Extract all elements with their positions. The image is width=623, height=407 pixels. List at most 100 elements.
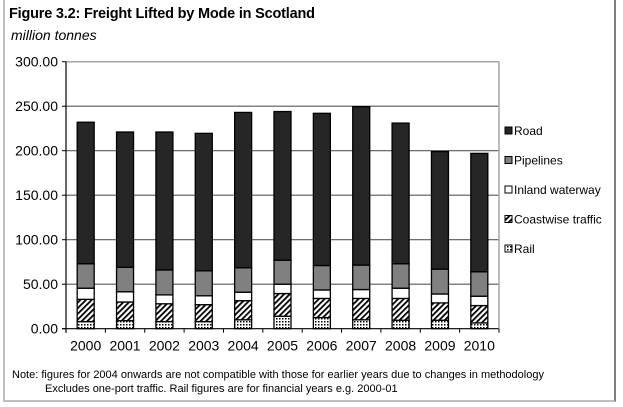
bar-segment-rail (273, 315, 292, 330)
bar-stack-2009 (430, 150, 450, 330)
legend: Road Pipelines Inland waterway Coastwise tr… (504, 124, 602, 256)
bar-segment-coastwise-traffic (155, 303, 174, 323)
chart-frame (3, 0, 616, 402)
y-tick-label: 150.00 (15, 187, 58, 203)
bar-segment-inland-waterway (312, 289, 332, 300)
bar-segment-rail (194, 320, 213, 330)
bar-stack-2008 (391, 122, 410, 330)
x-tick-label: 2008 (385, 338, 416, 354)
bar-segment-coastwise-traffic (273, 292, 292, 317)
y-tick-label: 50.00 (23, 276, 58, 292)
bar-segment-road (155, 131, 174, 271)
bar-segment-road (76, 121, 95, 265)
x-tick-label: 2001 (109, 338, 140, 354)
y-tick-label: 200.00 (15, 143, 58, 159)
bar-segment-rail (115, 320, 135, 330)
x-tick-label: 2003 (188, 338, 219, 354)
axes (62, 61, 500, 333)
bar-segment-road (312, 112, 332, 267)
bar-stack-2002 (155, 131, 174, 330)
bar-segment-pipelines (155, 269, 174, 296)
bar-stack-2000 (76, 121, 95, 330)
bar-segment-rail (470, 322, 489, 330)
bar-segment-coastwise-traffic (76, 298, 95, 323)
note-line-1: Note: figures for 2004 onwards are not c… (12, 369, 544, 381)
y-tick-label: 0.00 (31, 321, 58, 337)
bar-segment-pipelines (194, 270, 213, 297)
bar-segment-road (194, 132, 213, 272)
x-tick-label: 2010 (464, 338, 495, 354)
y-tick-label: 100.00 (15, 232, 58, 248)
legend-swatch (504, 215, 513, 223)
legend-item-pipelines: Pipelines (504, 154, 563, 168)
legend-item-rail: Rail (504, 242, 535, 256)
bar-segment-pipelines (470, 271, 489, 297)
bar-segment-pipelines (352, 264, 371, 291)
gridlines (66, 60, 499, 285)
y-tick-label: 300.00 (15, 54, 58, 70)
bar-segment-pipelines (312, 264, 332, 291)
bar-stack-2010 (470, 152, 489, 330)
bar-segment-rail (352, 319, 371, 330)
bar-segment-pipelines (115, 266, 135, 293)
bar-segment-inland-waterway (115, 291, 135, 303)
bar-segment-inland-waterway (470, 295, 489, 307)
bar-segment-rail (233, 319, 253, 330)
bar-segment-pipelines (76, 263, 95, 289)
legend-item-road: Road (504, 124, 543, 138)
legend-item-inland-waterway: Inland waterway (504, 183, 601, 197)
x-tick-label: 2005 (267, 338, 298, 354)
y-tick-label: 250.00 (15, 98, 58, 114)
legend-label: Pipelines (514, 154, 563, 168)
x-tick-label: 2004 (228, 338, 259, 354)
legend-swatch (504, 156, 513, 164)
bar-segment-rail (312, 316, 332, 330)
x-tick-label: 2009 (424, 338, 455, 354)
bar-segment-inland-waterway (194, 295, 213, 306)
bar-segment-road (233, 111, 253, 269)
bar-segment-coastwise-traffic (391, 297, 410, 321)
bar-segment-road (115, 131, 135, 268)
bar-stack-2005 (273, 110, 292, 330)
bar-stack-2004 (233, 111, 253, 330)
y-axis-ticks: 0.00 50.00 100.00 150.00 200.00 250.00 300.00 (15, 54, 66, 337)
legend-label: Coastwise traffic (514, 213, 602, 227)
x-axis-ticks: 2000 2001 2002 2003 2004 2005 2006 2007 2008 2009… (65, 328, 500, 354)
legend-item-coastwise-traffic: Coastwise traffic (504, 213, 602, 227)
bar-segment-pipelines (273, 259, 292, 285)
bar-segment-rail (430, 319, 450, 330)
bar-segment-road (470, 152, 489, 273)
bar-segment-pipelines (391, 263, 410, 289)
bar-segment-inland-waterway (352, 288, 371, 300)
legend-label: Inland waterway (514, 183, 601, 197)
legend-label: Road (514, 124, 543, 138)
bar-stack-2007 (352, 105, 371, 330)
bar-stack-2001 (115, 131, 135, 330)
bar-segment-coastwise-traffic (470, 304, 489, 324)
bars (76, 105, 489, 330)
bar-segment-coastwise-traffic (233, 300, 253, 321)
bar-stack-2006 (312, 112, 332, 330)
bar-segment-road (273, 110, 292, 261)
chart-subtitle: million tonnes (11, 27, 97, 43)
legend-swatch (504, 126, 513, 135)
bar-segment-coastwise-traffic (115, 301, 135, 322)
x-tick-label: 2000 (70, 338, 101, 354)
x-tick-label: 2007 (346, 338, 377, 354)
legend-swatch (504, 185, 513, 194)
bar-segment-inland-waterway (430, 293, 450, 304)
bar-segment-road (391, 122, 410, 265)
bar-segment-rail (155, 320, 174, 330)
bar-segment-rail (76, 320, 95, 330)
bar-segment-coastwise-traffic (352, 297, 371, 321)
bar-segment-inland-waterway (233, 291, 253, 302)
bar-stack-2003 (194, 132, 213, 330)
note-line-2: Excludes one-port traffic. Rail figures … (45, 383, 398, 395)
bar-segment-inland-waterway (273, 283, 292, 295)
legend-label: Rail (514, 242, 535, 256)
bar-segment-coastwise-traffic (194, 304, 213, 323)
x-tick-label: 2006 (306, 338, 337, 354)
chart-title: Figure 3.2: Freight Lifted by Mode in Sc… (9, 6, 315, 22)
bar-segment-coastwise-traffic (312, 297, 332, 319)
